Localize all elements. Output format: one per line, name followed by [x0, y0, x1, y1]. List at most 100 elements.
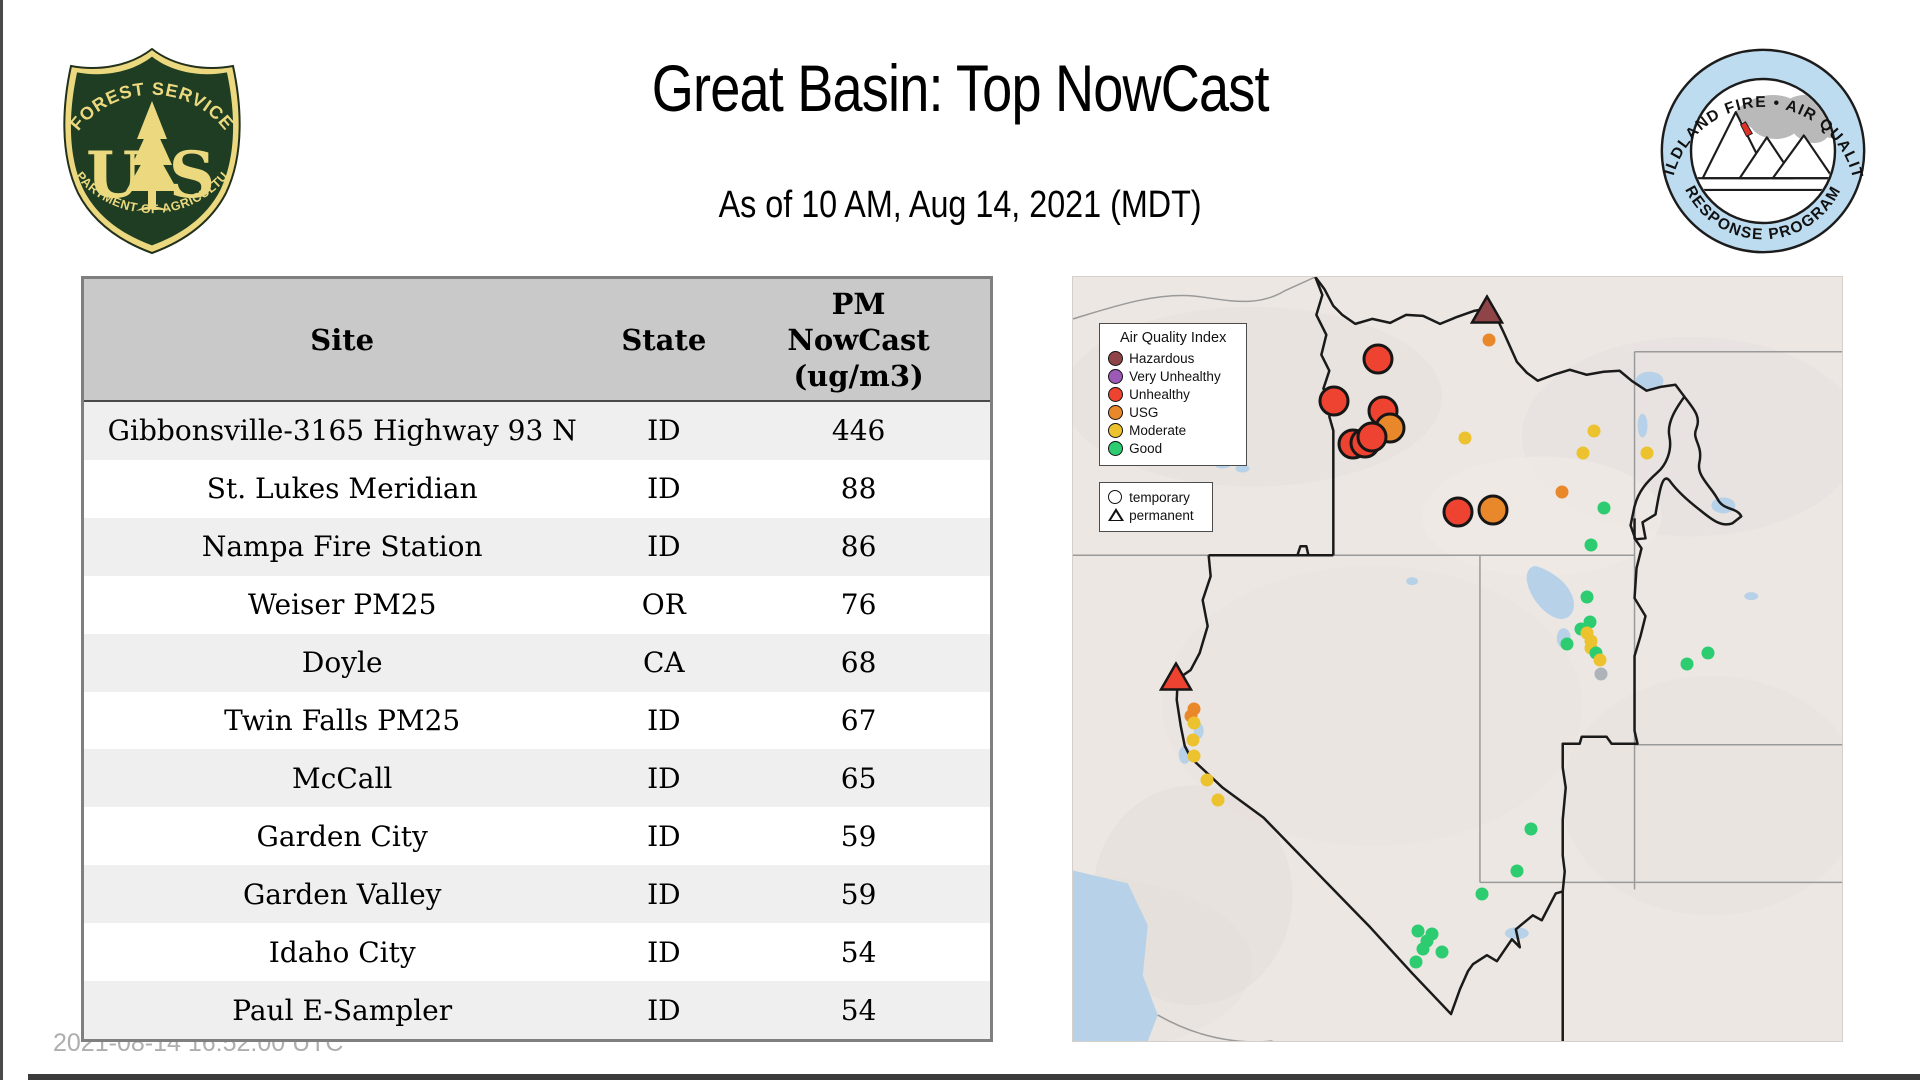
permanent-triangle-icon: [1108, 508, 1125, 523]
shape-legend: temporary permanent: [1099, 481, 1214, 532]
monitor-marker-dot: [1593, 653, 1607, 667]
usfs-pine-tree-icon: [126, 101, 178, 211]
usfs-letter-s: S: [169, 138, 215, 213]
monitor-marker-dot: [1187, 749, 1201, 763]
monitor-marker-dot: [1555, 485, 1569, 499]
monitor-marker-dot: [1587, 424, 1601, 438]
aqi-legend-title: Air Quality Index: [1119, 329, 1227, 346]
site-cell: Idaho City: [268, 935, 416, 969]
table-row: Nampa Fire Station ID 86: [84, 517, 990, 576]
value-cell: 86: [840, 530, 877, 564]
page-title: Great Basin: Top NowCast: [651, 51, 1269, 125]
value-cell: 65: [840, 761, 877, 795]
aqi-legend-item: USG: [1108, 404, 1238, 422]
basemap: [1073, 277, 1842, 1041]
monitor-marker-dot: [1560, 637, 1574, 651]
aqi-color-dot-icon: [1108, 441, 1124, 457]
table-row: St. Lukes Meridian ID 88: [84, 459, 990, 518]
aqi-legend: Air Quality Index Hazardous Very Unhealth…: [1099, 322, 1248, 466]
monitor-marker-dot: [1594, 667, 1608, 681]
aqi-legend-item: Moderate: [1108, 422, 1238, 440]
monitor-marker-dot: [1475, 887, 1489, 901]
aqi-legend-item: Good: [1108, 440, 1238, 458]
usfs-letter-u: U: [86, 138, 142, 213]
monitor-marker-dot: [1416, 942, 1430, 956]
table-header-row: Site State PM NowCast (ug/m3): [84, 279, 990, 402]
state-cell: ID: [647, 877, 681, 911]
aqi-legend-item: Unhealthy: [1108, 386, 1238, 404]
table-row: Gibbonsville-3165 Highway 93 N ID 446: [84, 402, 990, 460]
site-cell: Garden City: [256, 819, 428, 853]
site-cell: Paul E-Sampler: [232, 993, 453, 1027]
site-cell: Twin Falls PM25: [224, 703, 461, 737]
state-cell: ID: [647, 472, 681, 506]
value-cell: 76: [840, 588, 877, 622]
table-row: Garden Valley ID 59: [84, 865, 990, 924]
temporary-circle-icon: [1108, 490, 1123, 505]
aqi-legend-label: USG: [1129, 405, 1159, 421]
monitor-marker-dot: [1186, 733, 1200, 747]
state-cell: OR: [641, 588, 686, 622]
monitor-marker-temporary: [1362, 343, 1394, 375]
table-row: Doyle CA 68: [84, 633, 990, 692]
value-cell: 67: [840, 703, 877, 737]
monitor-marker-dot: [1524, 822, 1538, 836]
monitor-marker-permanent: [1158, 660, 1194, 696]
monitor-marker-dot: [1680, 657, 1694, 671]
monitor-marker-dot: [1640, 446, 1654, 460]
value-cell: 88: [840, 472, 877, 506]
table-row: Idaho City ID 54: [84, 923, 990, 982]
state-cell: ID: [647, 761, 681, 795]
value-cell: 68: [840, 646, 877, 680]
monitor-marker-temporary: [1477, 494, 1509, 526]
monitor-marker-temporary: [1356, 421, 1388, 453]
aqi-legend-label: Unhealthy: [1129, 387, 1190, 403]
shape-legend-label: temporary: [1129, 490, 1190, 506]
shape-legend-item: permanent: [1108, 507, 1204, 525]
state-borders: [1073, 277, 1842, 1041]
state-cell: ID: [647, 935, 681, 969]
bottom-edge-bar: [28, 1074, 1920, 1080]
shape-legend-label: permanent: [1129, 508, 1194, 524]
column-header-site: Site: [310, 322, 375, 357]
aqi-legend-label: Hazardous: [1129, 351, 1195, 367]
site-cell: McCall: [292, 761, 393, 795]
monitor-marker-dot: [1580, 590, 1594, 604]
state-cell: CA: [642, 646, 685, 680]
aqi-color-dot-icon: [1108, 369, 1124, 385]
state-cell: ID: [647, 703, 681, 737]
value-cell: 59: [840, 877, 877, 911]
aqi-legend-label: Good: [1129, 441, 1163, 457]
state-cell: ID: [647, 414, 681, 448]
column-header-pm-nowcast: PM NowCast (ug/m3): [787, 286, 930, 393]
left-edge-bar: [0, 0, 3, 1080]
monitor-marker-dot: [1584, 538, 1598, 552]
monitor-marker-temporary: [1442, 496, 1474, 528]
aqi-legend-item: Very Unhealthy: [1108, 368, 1238, 386]
monitor-marker-dot: [1510, 864, 1524, 878]
column-header-state: State: [621, 322, 707, 357]
site-cell: Doyle: [301, 646, 383, 680]
monitor-marker-dot: [1411, 924, 1425, 938]
page-subtitle: As of 10 AM, Aug 14, 2021 (MDT): [718, 184, 1202, 226]
wfaqrp-logo: WILDLAND FIRE • AIR QUALITY RESPONSE PRO…: [1660, 48, 1866, 254]
aqi-color-dot-icon: [1108, 405, 1124, 421]
value-cell: 59: [840, 819, 877, 853]
state-cell: ID: [647, 530, 681, 564]
site-cell: Nampa Fire Station: [201, 530, 483, 564]
value-cell: 446: [831, 414, 886, 448]
monitor-marker-dot: [1701, 646, 1715, 660]
table-row: Paul E-Sampler ID 54: [84, 981, 990, 1039]
state-cell: ID: [647, 819, 681, 853]
monitor-marker-dot: [1482, 333, 1496, 347]
shape-legend-item: temporary: [1108, 489, 1204, 507]
monitor-marker-dot: [1583, 615, 1597, 629]
table-row: McCall ID 65: [84, 749, 990, 808]
monitor-marker-dot: [1211, 793, 1225, 807]
state-cell: ID: [647, 993, 681, 1027]
site-cell: Weiser PM25: [248, 588, 437, 622]
aqi-color-dot-icon: [1108, 351, 1124, 367]
wfaqrp-smoke-cloud: [1735, 94, 1834, 143]
wfaqrp-fire-mark: [1739, 121, 1753, 138]
